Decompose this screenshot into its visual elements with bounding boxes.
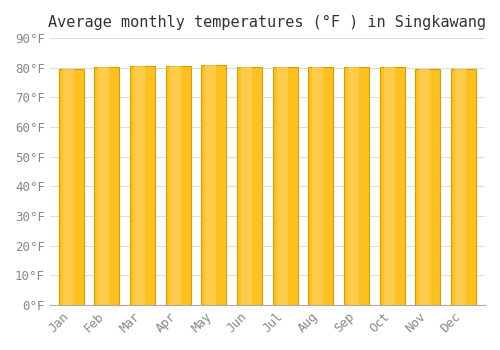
Bar [134, 66, 145, 305]
Bar [170, 66, 181, 305]
Bar [237, 66, 262, 305]
Bar [384, 67, 395, 305]
Title: Average monthly temperatures (°F ) in Singkawang: Average monthly temperatures (°F ) in Si… [48, 15, 486, 30]
Bar [308, 68, 334, 305]
Bar [276, 68, 288, 305]
Bar [380, 67, 404, 305]
Bar [273, 68, 297, 305]
Bar [130, 66, 155, 305]
Bar [166, 66, 190, 305]
Bar [202, 65, 226, 305]
Bar [419, 69, 430, 305]
Bar [98, 68, 110, 305]
Bar [312, 68, 324, 305]
Bar [205, 65, 216, 305]
Bar [62, 69, 74, 305]
Bar [451, 69, 476, 305]
Bar [59, 69, 84, 305]
Bar [348, 68, 359, 305]
Bar [241, 66, 252, 305]
Bar [416, 69, 440, 305]
Bar [455, 69, 466, 305]
Bar [94, 68, 120, 305]
Bar [344, 68, 369, 305]
